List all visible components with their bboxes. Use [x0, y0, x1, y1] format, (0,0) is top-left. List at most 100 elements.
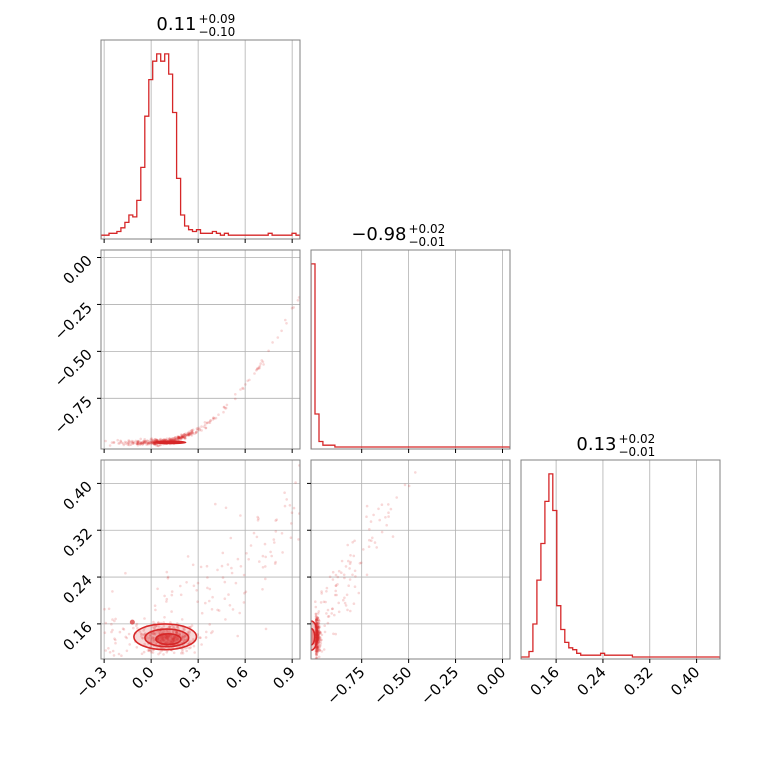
scatter-panel-0-2-point	[176, 626, 180, 629]
scatter-panel-0-2-point	[117, 652, 121, 656]
scatter-panel-0-2-plot-area	[101, 460, 300, 659]
scatter-panel-0-1-point	[144, 439, 148, 443]
scatter-panel-0-2-point	[165, 637, 169, 641]
scatter-panel-0-2-point	[160, 637, 164, 640]
scatter-panel-0-2-point	[148, 648, 151, 652]
scatter-panel-1-2-point	[315, 663, 318, 666]
scatter-panel-0-2-point	[172, 638, 175, 641]
hist-panel-0	[100, 39, 301, 243]
scatter-panel-0-2-point	[211, 595, 214, 599]
scatter-panel-1-2-point	[346, 543, 350, 547]
scatter-panel-0-2-point	[172, 630, 175, 633]
scatter-panel-0-2-point	[120, 654, 123, 657]
scatter-panel-0-1-point	[167, 437, 171, 440]
scatter-panel-0-1-point	[104, 439, 107, 443]
scatter-panel-0-2-point	[176, 637, 179, 641]
scatter-panel-0-2-point	[261, 588, 264, 591]
scatter-panel-0-1-point	[253, 372, 256, 375]
scatter-panel-0-1-point	[296, 299, 300, 302]
scatter-panel-0-2-point	[214, 502, 217, 506]
scatter-panel-1-2-point	[370, 539, 373, 542]
scatter-panel-1-2-point	[318, 644, 322, 648]
scatter-panel-1-2-point	[314, 615, 318, 618]
scatter-panel-1-2-point	[345, 593, 349, 597]
scatter-panel-0-1-point	[212, 416, 215, 420]
scatter-panel-0-2-point	[127, 632, 131, 636]
scatter-panel-0-1-point	[145, 443, 148, 447]
scatter-panel-0-2-point	[171, 641, 175, 644]
scatter-panel-1-2-point	[387, 511, 390, 514]
scatter-panel-1-2-point	[317, 666, 320, 669]
scatter-panel-1-2-point	[319, 638, 322, 642]
scatter-panel-0-2-point	[159, 639, 162, 642]
scatter-panel-1-2-frame	[310, 459, 511, 660]
scatter-panel-0-2-point	[169, 641, 173, 644]
scatter-panel-0-2-point	[161, 635, 164, 638]
scatter-panel-0-1-point	[257, 366, 261, 369]
scatter-panel-0-1-point	[148, 441, 152, 445]
scatter-panel-0-2-point	[180, 635, 184, 638]
scatter-panel-0-2-point	[183, 628, 186, 632]
scatter-panel-0-1-point	[191, 431, 194, 435]
scatter-panel-0-2-point	[185, 649, 188, 653]
scatter-panel-0-1-point	[214, 416, 218, 420]
scatter-panel-0-2-point	[281, 551, 284, 554]
scatter-panel-0-1-point	[178, 436, 182, 439]
scatter-panel-0-2-point	[200, 611, 204, 615]
scatter-panel-1-2-point	[427, 443, 430, 446]
scatter-panel-0-2-point	[167, 638, 170, 641]
scatter-panel-1-2-point	[325, 586, 329, 590]
scatter-panel-0-2-point	[164, 634, 167, 637]
scatter-panel-1-2-point	[447, 421, 450, 424]
scatter-panel-1-2-point	[365, 515, 368, 518]
hist-panel-1-frame	[310, 249, 511, 450]
scatter-panel-0-1-point	[137, 441, 141, 445]
scatter-panel-0-2-point	[195, 589, 198, 592]
scatter-panel-0-2-point	[220, 564, 224, 568]
scatter-panel-1-2-point	[318, 648, 322, 652]
scatter-panel-0-2-point	[161, 637, 164, 640]
scatter-panel-0-1-point	[175, 438, 178, 441]
scatter-panel-0-1-point	[198, 427, 202, 431]
scatter-panel-0-2-point	[162, 629, 166, 633]
scatter-panel-0-2-point	[138, 630, 142, 633]
scatter-panel-0-2-point	[165, 641, 169, 644]
scatter-panel-1-2-point	[353, 569, 357, 573]
scatter-panel-0-2-point	[143, 642, 146, 646]
scatter-panel-1-2-point	[319, 644, 322, 647]
scatter-panel-1-2-point	[315, 620, 319, 623]
scatter-panel-0-2-point	[107, 607, 111, 611]
scatter-panel-1-2-point	[344, 604, 348, 607]
scatter-panel-0-2-point	[193, 651, 196, 654]
scatter-panel-1-2-point	[334, 573, 338, 577]
scatter-panel-0-2-point	[103, 607, 106, 611]
scatter-panel-0-1-point	[137, 439, 140, 443]
scatter-panel-0-2-point	[180, 618, 184, 621]
scatter-panel-0-1-point	[136, 440, 140, 444]
scatter-panel-0-1-point	[170, 437, 174, 441]
scatter-panel-0-2-point	[151, 625, 155, 629]
scatter-panel-0-1-point	[276, 336, 280, 339]
scatter-panel-0-1-point	[180, 435, 183, 439]
scatter-panel-1-2-point	[333, 593, 337, 597]
scatter-panel-0-2-point	[274, 530, 278, 533]
scatter-panel-0-1-point	[149, 442, 152, 446]
scatter-panel-0-2-point	[179, 584, 182, 588]
scatter-panel-1-2-point	[330, 612, 334, 615]
scatter-panel-0-2-ytick-label-3: 0.40	[59, 478, 95, 514]
scatter-panel-0-2-point	[124, 571, 127, 575]
scatter-panel-0-2-point	[141, 637, 145, 640]
scatter-panel-1-2-point	[317, 622, 321, 625]
scatter-panel-0-2-point	[190, 640, 193, 643]
scatter-panel-1-2-point	[326, 615, 330, 618]
scatter-panel-0-1-point	[177, 436, 180, 439]
scatter-panel-0-2-point	[156, 637, 159, 640]
scatter-panel-0-2-point	[173, 636, 176, 639]
scatter-panel-0-1-point	[180, 435, 184, 439]
scatter-panel-1-2-point	[317, 610, 321, 613]
hist-panel-2-xtick-label-0: 0.16	[527, 663, 563, 699]
scatter-panel-1-2-point	[365, 573, 369, 577]
scatter-panel-0-2-point	[183, 635, 187, 638]
scatter-panel-1-2-point	[335, 593, 338, 597]
scatter-panel-0-2-point	[146, 649, 150, 652]
